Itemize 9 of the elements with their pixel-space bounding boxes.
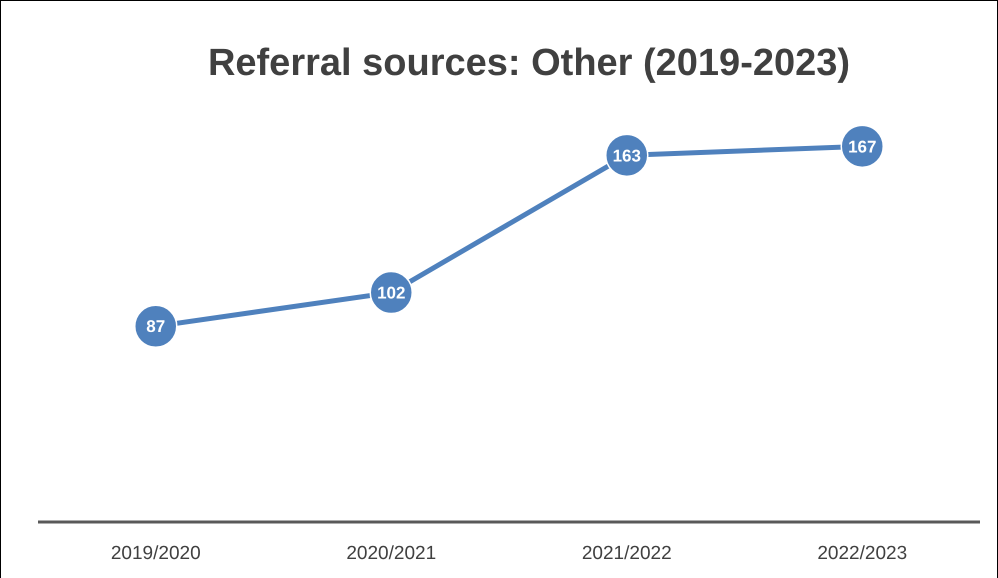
data-label: 163 [612,146,641,166]
data-label: 102 [377,283,406,302]
x-tick-label: 2019/2020 [110,543,201,564]
x-tick-label: 2021/2022 [582,543,672,564]
data-label: 87 [146,317,166,336]
chart-title: Referral sources: Other (2019-2023) [208,42,850,84]
data-label: 167 [848,137,876,156]
x-tick-label: 2020/2021 [346,543,436,564]
x-tick-label: 2022/2023 [817,543,908,564]
